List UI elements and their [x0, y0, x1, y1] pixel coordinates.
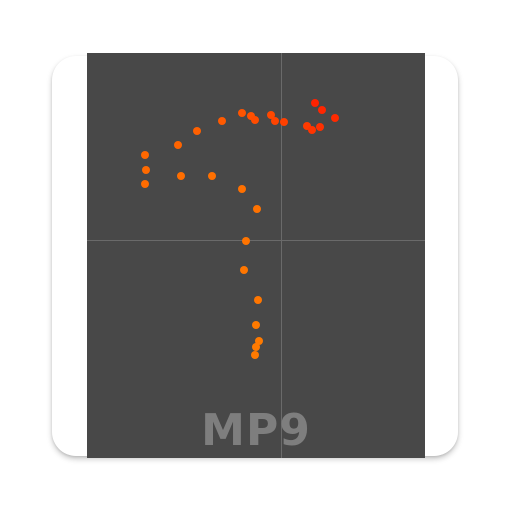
trail-dot: [318, 106, 326, 114]
trail-dot: [238, 185, 246, 193]
trail-dot: [141, 180, 149, 188]
trail-dot: [193, 127, 201, 135]
trail-plot: [141, 99, 339, 359]
trail-dot: [308, 126, 316, 134]
trail-dot: [208, 172, 216, 180]
trail-dot: [267, 111, 275, 119]
app-label: MP9: [201, 405, 311, 456]
trail-dot: [174, 141, 182, 149]
crosshair-vertical: [281, 53, 282, 458]
trail-dot: [254, 296, 262, 304]
trail-dot: [251, 351, 259, 359]
trail-dot: [316, 123, 324, 131]
trail-dot: [252, 343, 260, 351]
trail-dot: [311, 99, 319, 107]
trail-dot: [253, 205, 261, 213]
trail-dot: [331, 114, 339, 122]
trail-dot: [218, 117, 226, 125]
trail-dot: [238, 109, 246, 117]
trail-dot: [240, 266, 248, 274]
trail-dot: [177, 172, 185, 180]
trail-dot: [255, 337, 263, 345]
trail-dot: [251, 116, 259, 124]
crosshair-horizontal: [87, 240, 425, 241]
trail-dot: [141, 151, 149, 159]
trail-dot: [271, 117, 279, 125]
trail-dot: [142, 166, 150, 174]
trail-dot: [280, 118, 288, 126]
trail-screen: MP9: [87, 53, 425, 458]
trail-dot: [252, 321, 260, 329]
trail-dot: [242, 237, 250, 245]
